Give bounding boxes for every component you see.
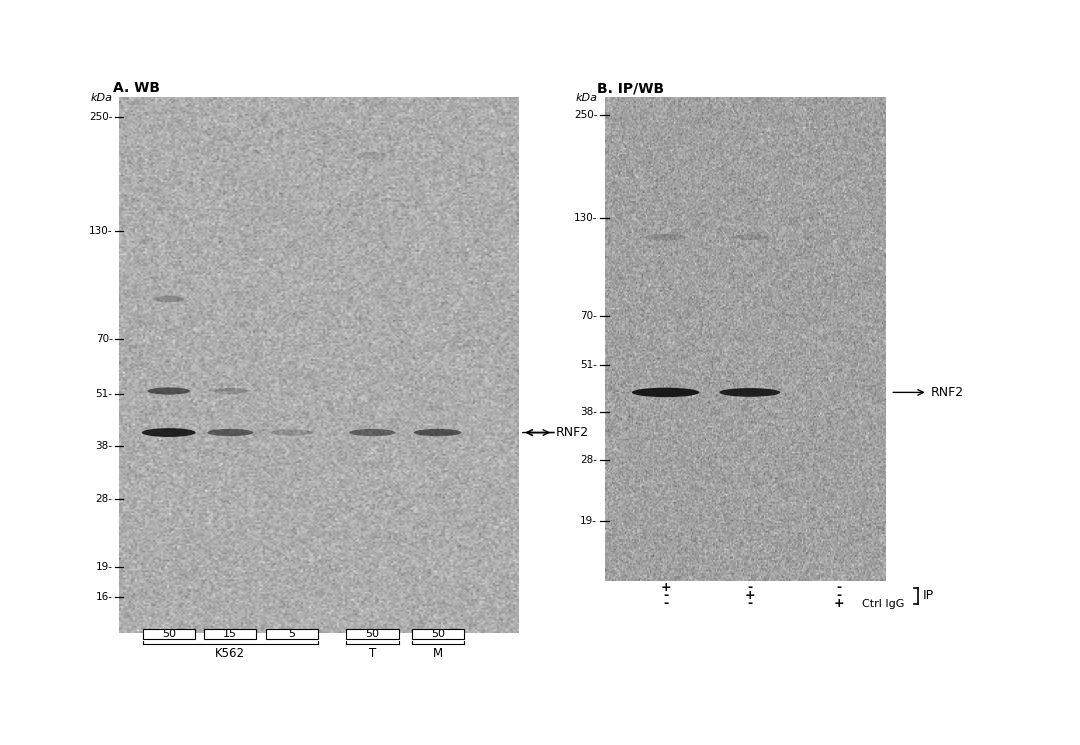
Text: -: - [663, 589, 669, 602]
Text: RNF2: RNF2 [555, 426, 589, 439]
Text: +: + [744, 589, 755, 602]
Text: A. WB: A. WB [112, 81, 160, 95]
Text: -: - [663, 597, 669, 610]
Text: 19-: 19- [580, 516, 597, 526]
Text: 70-: 70- [96, 334, 112, 344]
Ellipse shape [207, 429, 254, 436]
Bar [143, 630, 194, 639]
Text: Ctrl IgG: Ctrl IgG [862, 599, 905, 609]
Text: 250-: 250- [90, 112, 112, 121]
Text: 50: 50 [365, 630, 379, 639]
Text: T: T [368, 647, 376, 660]
Text: B. IP/WB: B. IP/WB [597, 81, 664, 95]
Text: 50: 50 [431, 630, 445, 639]
Text: 51-: 51- [96, 390, 112, 399]
Text: -: - [836, 589, 841, 602]
Text: 51-: 51- [580, 361, 597, 370]
Ellipse shape [213, 388, 247, 394]
Text: -: - [747, 581, 753, 595]
Text: 38-: 38- [580, 407, 597, 417]
Text: 50: 50 [162, 630, 176, 639]
Ellipse shape [357, 152, 388, 159]
Text: -: - [747, 597, 753, 610]
Ellipse shape [271, 430, 313, 436]
Text: 130-: 130- [573, 213, 597, 223]
Ellipse shape [645, 234, 687, 241]
Text: 250-: 250- [573, 110, 597, 120]
Bar [204, 630, 256, 639]
Text: 130-: 130- [90, 226, 112, 236]
Text: kDa: kDa [576, 92, 597, 103]
Bar [411, 630, 463, 639]
Bar [266, 630, 318, 639]
Ellipse shape [731, 235, 769, 240]
Text: 28-: 28- [96, 494, 112, 504]
Ellipse shape [414, 429, 461, 436]
Ellipse shape [719, 388, 781, 397]
Ellipse shape [153, 296, 184, 302]
Text: RNF2: RNF2 [931, 386, 963, 399]
Text: 5: 5 [288, 630, 295, 639]
Ellipse shape [148, 387, 190, 395]
Text: +: + [834, 597, 845, 610]
Text: M: M [433, 647, 443, 660]
Ellipse shape [632, 387, 700, 397]
Text: 70-: 70- [580, 311, 597, 320]
Text: kDa: kDa [91, 93, 112, 104]
Text: +: + [660, 581, 671, 595]
Text: 19-: 19- [96, 562, 112, 572]
Ellipse shape [349, 429, 395, 436]
Text: 15: 15 [224, 630, 238, 639]
Text: 38-: 38- [96, 441, 112, 451]
Bar [347, 630, 399, 639]
Text: IP: IP [923, 589, 934, 602]
Text: 16-: 16- [96, 592, 112, 602]
Text: -: - [836, 581, 841, 595]
Text: K562: K562 [215, 647, 245, 660]
Text: 28-: 28- [580, 455, 597, 465]
Ellipse shape [141, 428, 195, 437]
